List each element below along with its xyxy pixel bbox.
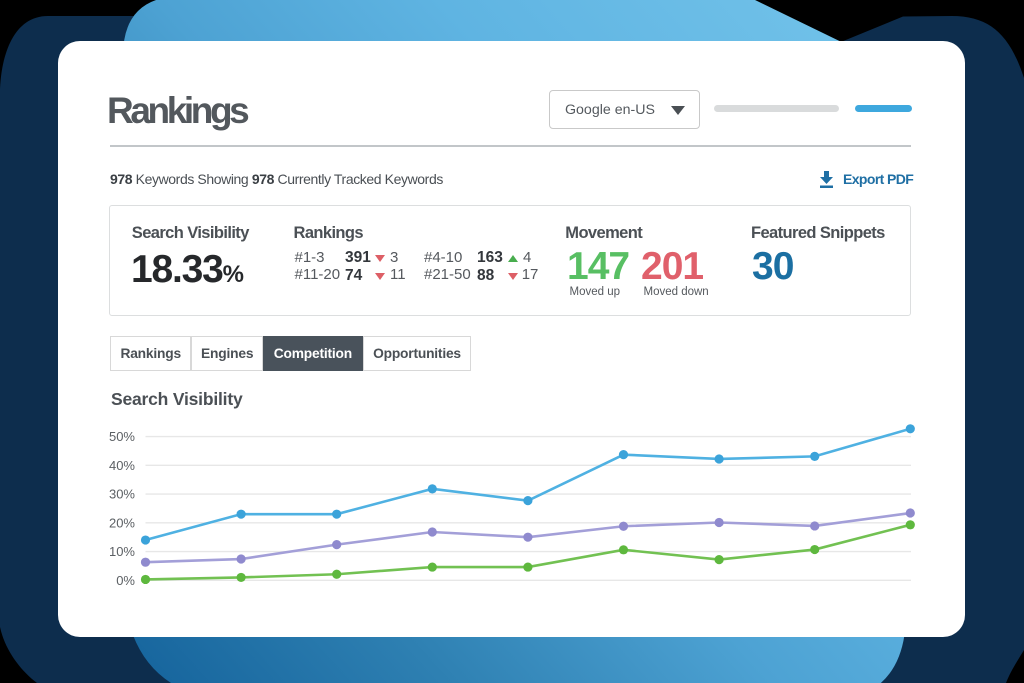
svg-text:20%: 20% — [109, 515, 135, 530]
svg-text:40%: 40% — [109, 458, 135, 473]
svg-text:10%: 10% — [109, 544, 135, 559]
svg-text:0%: 0% — [116, 573, 135, 588]
svg-text:50%: 50% — [109, 429, 135, 444]
svg-text:30%: 30% — [109, 487, 135, 502]
